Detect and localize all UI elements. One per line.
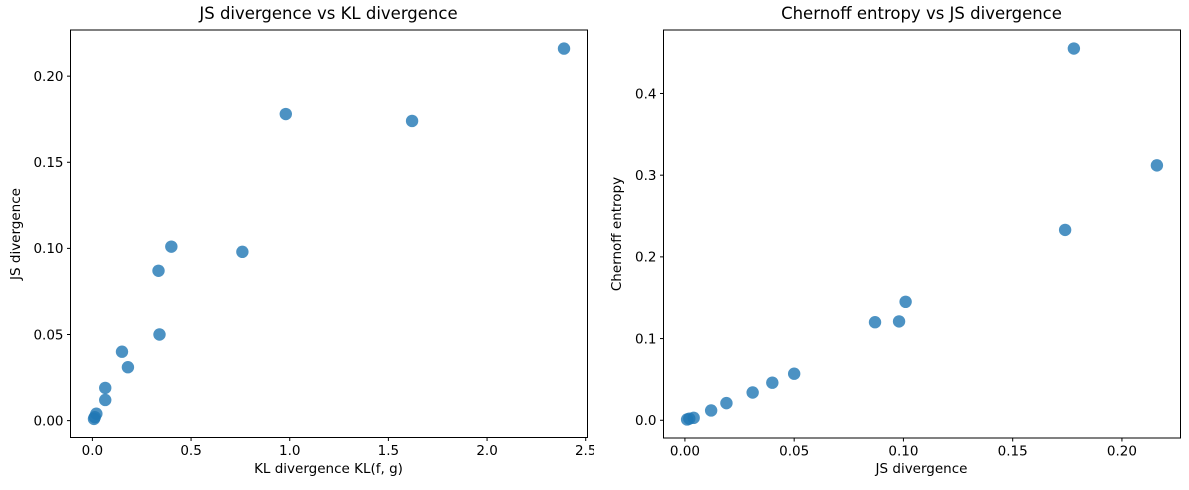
scatter-point xyxy=(279,107,292,121)
y-tick-label: 0.3 xyxy=(635,168,656,184)
scatter-point xyxy=(99,381,112,395)
axes-box xyxy=(70,29,588,438)
scatter-point xyxy=(557,42,571,55)
y-tick-label: 0.10 xyxy=(33,241,63,257)
scatter-point xyxy=(405,114,419,128)
scatter-point xyxy=(868,316,882,329)
scatter-point xyxy=(746,386,759,399)
right-plot-xlabel: JS divergence xyxy=(875,461,968,477)
x-tick-label: 0.00 xyxy=(670,444,700,460)
axes-box xyxy=(663,29,1181,439)
y-tick-label: 0.15 xyxy=(33,155,63,171)
scatter-point xyxy=(892,315,906,328)
scatter-point xyxy=(99,393,112,407)
y-tick-label: 0.2 xyxy=(635,250,656,266)
y-tick-label: 0.0 xyxy=(635,413,656,429)
scatter-point xyxy=(152,264,165,277)
x-tick-label: 1.5 xyxy=(378,443,399,459)
x-tick-label: 0.0 xyxy=(82,443,103,459)
scatter-point xyxy=(1058,223,1072,237)
subplot-chernoff-vs-js: 0.00 0.05 0.10 0.15 0.20 0.0 0.1 0.2 0.3 0.4 Cher… xyxy=(594,0,1189,490)
subplot-js-vs-kl: 0.0 0.5 1.0 1.5 2.0 2.5 0.00 0.05 0.10 0.15 0.20 J… xyxy=(0,0,594,490)
left-plot-canvas: 0.0 0.5 1.0 1.5 2.0 2.5 0.00 0.05 0.10 0.15 0.20 xyxy=(33,29,594,459)
y-tick-label: 0.20 xyxy=(33,69,63,85)
scatter-point xyxy=(720,396,733,410)
x-tick-label: 0.5 xyxy=(180,443,201,459)
left-plot-xlabel: KL divergence KL(f, g) xyxy=(254,461,403,477)
right-plot-ylabel: Chernoff entropy xyxy=(609,176,625,292)
x-tick-label: 0.20 xyxy=(1107,444,1137,460)
scatter-point xyxy=(787,367,801,380)
right-plot-title: Chernoff entropy vs JS divergence xyxy=(781,4,1062,23)
y-tick-label: 0.4 xyxy=(635,86,656,102)
x-tick-label: 0.15 xyxy=(998,444,1028,460)
x-tick-label: 1.0 xyxy=(279,443,300,459)
left-plot-title: JS divergence vs KL divergence xyxy=(199,4,458,23)
scatter-point xyxy=(899,295,912,309)
scatter-point xyxy=(766,376,779,389)
scatter-point xyxy=(165,240,178,253)
y-tick-label: 0.05 xyxy=(33,327,63,343)
y-tick-label: 0.1 xyxy=(635,331,656,347)
scatter-point xyxy=(1150,159,1164,172)
scatter-point xyxy=(121,361,135,374)
x-tick-label: 0.10 xyxy=(888,444,918,460)
scatter-point xyxy=(115,345,129,358)
scatter-point xyxy=(236,245,249,259)
right-plot-canvas: 0.00 0.05 0.10 0.15 0.20 0.0 0.1 0.2 0.3 0.4 xyxy=(635,29,1181,460)
scatter-point xyxy=(704,404,718,417)
x-tick-label: 2.0 xyxy=(476,443,497,459)
scatter-point xyxy=(153,328,166,341)
scatter-point xyxy=(1067,42,1081,55)
left-plot-ylabel: JS divergence xyxy=(8,188,24,280)
y-tick-label: 0.00 xyxy=(33,413,63,429)
x-tick-label: 0.05 xyxy=(779,444,809,460)
scatter-point xyxy=(87,412,101,426)
x-tick-label: 2.5 xyxy=(575,443,594,459)
scatter-point xyxy=(680,413,694,426)
